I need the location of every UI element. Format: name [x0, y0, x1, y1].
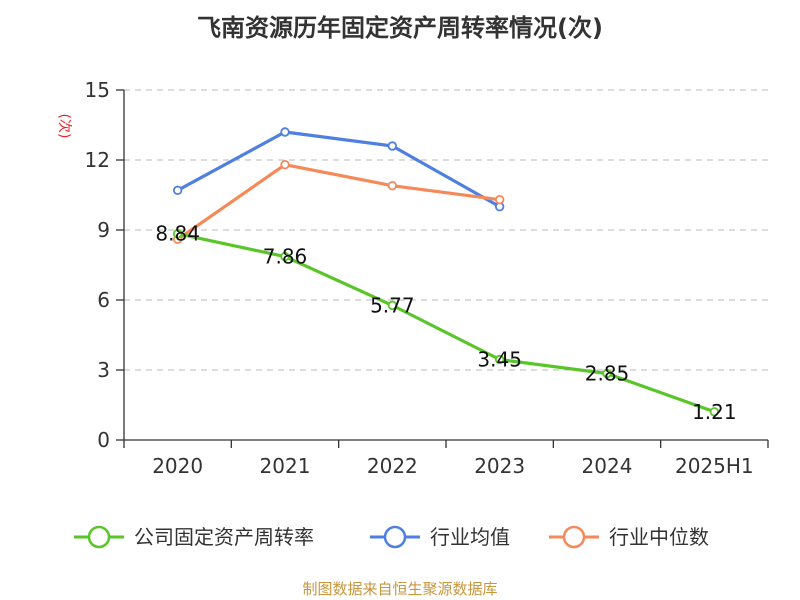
- data-label: 8.84: [155, 222, 200, 246]
- data-point: [494, 194, 505, 205]
- chart-title: 飞南资源历年固定资产周转率情况(次): [197, 14, 603, 42]
- legend-item: 行业均值: [370, 525, 510, 549]
- data-label: 7.86: [263, 245, 308, 269]
- y-tick-label: 6: [97, 288, 110, 312]
- y-tick-label: 3: [97, 358, 110, 382]
- data-point: [280, 159, 290, 170]
- y-tick-label: 15: [85, 78, 110, 102]
- y-axis-label: (次): [56, 114, 72, 139]
- series-line: [176, 163, 500, 241]
- series-line: [176, 130, 501, 209]
- y-tick-label: 0: [97, 428, 110, 452]
- x-tick-label: 2025H1: [675, 454, 754, 478]
- data-point: [387, 141, 398, 151]
- legend-swatch-marker: [562, 525, 586, 549]
- x-tick-label: 2020: [152, 454, 203, 478]
- data-point: [172, 229, 183, 239]
- data-point: [172, 185, 183, 196]
- legend-item: 公司固定资产周转率: [74, 525, 314, 549]
- legend-item: 行业中位数: [549, 525, 709, 549]
- legend-swatch-marker: [87, 525, 111, 549]
- legend-label: 行业中位数: [609, 525, 709, 549]
- legend-swatch-marker: [383, 525, 407, 549]
- series-line: [177, 232, 715, 414]
- y-tick-label: 9: [97, 218, 110, 242]
- y-tick-label: 12: [85, 148, 110, 172]
- data-point: [602, 368, 612, 379]
- data-labels: 8.84 7.86 5.77 3.45 2.85 1.21: [155, 222, 736, 424]
- data-point: [709, 407, 720, 417]
- data-point: [387, 180, 398, 191]
- series-group: [172, 127, 720, 417]
- data-label: 3.45: [477, 348, 522, 372]
- legend: 公司固定资产周转率 行业均值 行业中位数: [74, 525, 709, 549]
- x-tick-label: 2022: [367, 454, 418, 478]
- legend-label: 行业均值: [430, 525, 510, 549]
- x-tick-label: 2023: [474, 454, 525, 478]
- data-label: 1.21: [692, 400, 737, 424]
- source-note: 制图数据来自恒生聚源数据库: [302, 580, 498, 598]
- data-point: [494, 354, 505, 365]
- gridlines: [124, 89, 768, 371]
- data-point: [280, 127, 290, 137]
- data-label: 5.77: [370, 293, 415, 317]
- data-label: 2.85: [585, 362, 630, 386]
- data-point: [387, 300, 398, 311]
- x-tick-label: 2021: [260, 454, 311, 478]
- axes: 0 3 6 9 12 15 2020 2021 2022 2023 2024 2025H1: [85, 78, 769, 478]
- legend-label: 公司固定资产周转率: [134, 525, 314, 549]
- x-tick-label: 2024: [582, 454, 633, 478]
- data-point: [280, 251, 290, 262]
